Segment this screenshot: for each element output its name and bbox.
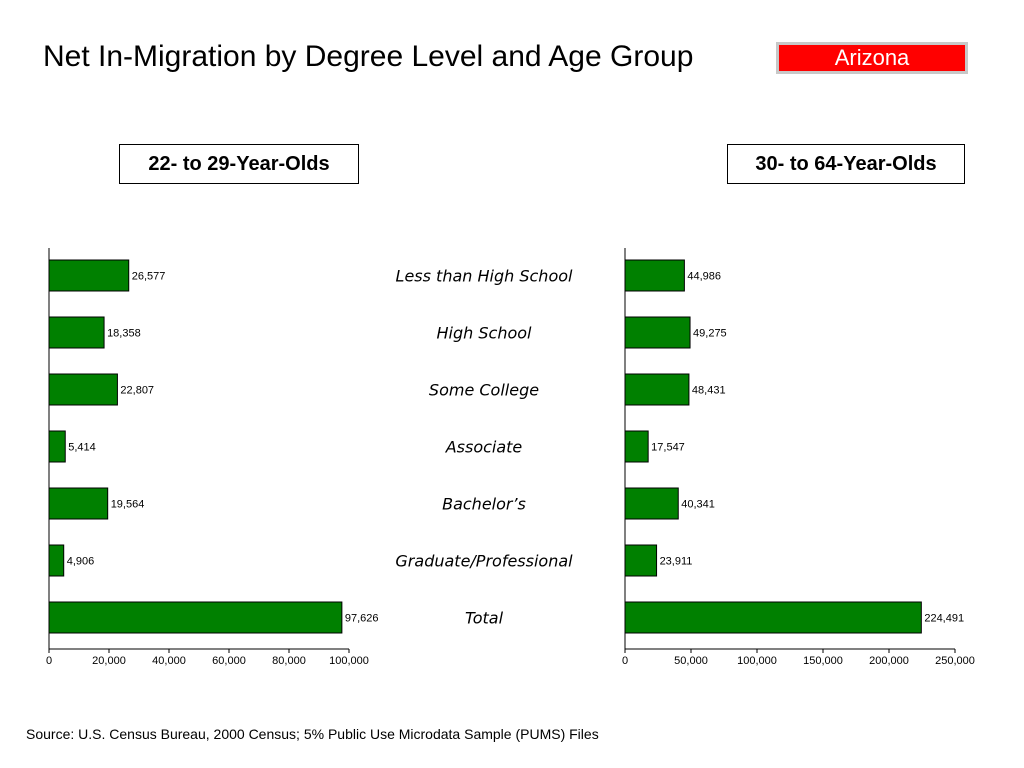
right-tick-label-5: 250,000: [935, 655, 975, 667]
category-label-3: Some College: [429, 381, 539, 400]
left-tick-label-2: 40,000: [152, 655, 186, 667]
page-title: Net In-Migration by Degree Level and Age…: [43, 40, 694, 73]
left-tick-label-4: 80,000: [272, 655, 306, 667]
right-value-label-3: 48,431: [692, 385, 726, 397]
left-tick-label-0: 0: [46, 655, 52, 667]
right-value-label-7: 224,491: [924, 613, 964, 625]
left-bar-2: [48, 316, 105, 349]
left-value-label-1: 26,577: [132, 271, 166, 283]
source-note: Source: U.S. Census Bureau, 2000 Census;…: [26, 726, 599, 742]
category-label-2: High School: [437, 324, 533, 343]
left-value-label-3: 22,807: [120, 385, 154, 397]
right-bar-2: [624, 316, 691, 349]
left-value-label-4: 5,414: [68, 442, 96, 454]
right-tick-label-3: 150,000: [803, 655, 843, 667]
category-label-5: Bachelor’s: [442, 495, 526, 514]
left-bar-1: [48, 259, 130, 292]
right-tick-label-0: 0: [622, 655, 628, 667]
right-bar-3: [624, 373, 690, 406]
right-value-label-2: 49,275: [693, 328, 727, 340]
left-value-label-7: 97,626: [345, 613, 379, 625]
right-chart-title: 30- to 64-Year-Olds: [727, 144, 965, 184]
right-bar-6: [624, 544, 658, 577]
right-value-label-5: 40,341: [681, 499, 715, 511]
left-chart-title: 22- to 29-Year-Olds: [119, 144, 359, 184]
right-tick-label-4: 200,000: [869, 655, 909, 667]
state-badge: Arizona: [776, 42, 968, 74]
right-tick-label-1: 50,000: [674, 655, 708, 667]
right-tick-label-2: 100,000: [737, 655, 777, 667]
left-tick-label-3: 60,000: [212, 655, 246, 667]
right-bar-5: [624, 487, 679, 520]
left-bar-5: [48, 487, 109, 520]
right-bar-7: [624, 601, 922, 634]
left-value-label-6: 4,906: [67, 556, 95, 568]
right-value-label-1: 44,986: [687, 271, 721, 283]
right-bar-4: [624, 430, 649, 463]
left-bar-4: [48, 430, 66, 463]
left-tick-label-5: 100,000: [329, 655, 369, 667]
category-label-7: Total: [465, 609, 504, 628]
right-value-label-6: 23,911: [660, 556, 693, 568]
category-label-1: Less than High School: [396, 267, 573, 286]
left-value-label-2: 18,358: [107, 328, 141, 340]
right-bar-1: [624, 259, 685, 292]
left-value-label-5: 19,564: [111, 499, 145, 511]
left-bar-7: [48, 601, 343, 634]
left-bar-6: [48, 544, 65, 577]
left-bar-3: [48, 373, 118, 406]
left-tick-label-1: 20,000: [92, 655, 126, 667]
category-label-4: Associate: [445, 438, 523, 457]
right-value-label-4: 17,547: [651, 442, 685, 454]
category-label-6: Graduate/Professional: [395, 552, 573, 571]
